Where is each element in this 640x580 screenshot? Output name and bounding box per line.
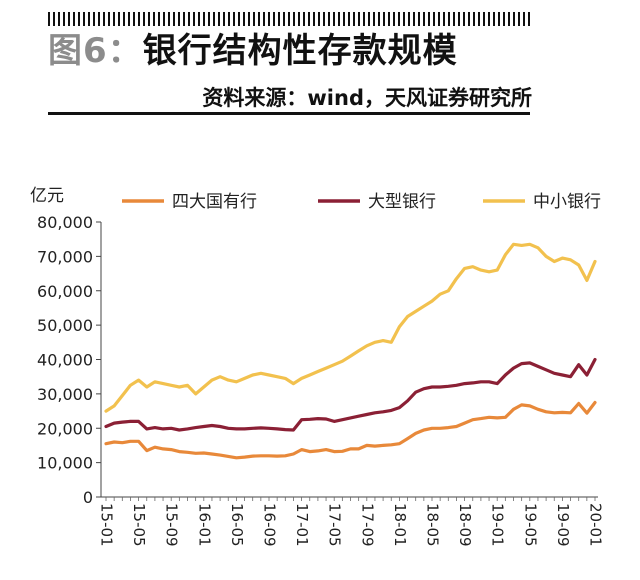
x-tick-label: 18-05	[424, 503, 442, 547]
figure-label: 图6：	[48, 31, 143, 71]
x-tick-label: 17-01	[293, 503, 311, 547]
x-tick-label: 15-09	[163, 503, 181, 547]
x-tick-label: 16-09	[261, 503, 279, 547]
y-axis-unit-label: 亿元	[30, 186, 64, 206]
y-tick-label: 10,000	[37, 454, 93, 473]
x-tick-label: 15-01	[98, 503, 116, 547]
x-tick-label: 17-05	[326, 503, 344, 547]
series-line	[104, 242, 597, 413]
x-tick-label: 18-01	[391, 503, 409, 547]
figure-title: 图6：银行结构性存款规模	[48, 28, 458, 74]
y-tick-label: 60,000	[37, 282, 93, 301]
y-tick-label: 0	[83, 488, 93, 507]
legend-label: 四大国有行	[172, 192, 257, 212]
x-tick-label: 18-09	[456, 503, 474, 547]
x-tick-label: 16-05	[228, 503, 246, 547]
x-tick-label: 19-01	[489, 503, 507, 547]
title-rule	[48, 112, 530, 115]
y-tick-label: 50,000	[37, 316, 93, 335]
y-tick-label: 20,000	[37, 419, 93, 438]
x-tick-label: 19-05	[521, 503, 539, 547]
figure-source: 资料来源：wind，天风证券研究所	[202, 86, 532, 110]
title-hatch-bar	[48, 12, 530, 26]
series-line	[104, 357, 597, 432]
x-tick-label: 20-01	[587, 503, 605, 547]
legend-label: 中小银行	[533, 192, 601, 212]
x-tick-label: 17-09	[358, 503, 376, 547]
y-tick-label: 70,000	[37, 247, 93, 266]
y-tick-label: 40,000	[37, 351, 93, 370]
y-tick-label: 30,000	[37, 385, 93, 404]
x-tick-label: 16-01	[195, 503, 213, 547]
x-tick-label: 15-05	[130, 503, 148, 547]
figure-title-text: 银行结构性存款规模	[142, 31, 458, 71]
y-tick-label: 80,000	[37, 213, 93, 232]
series-line	[104, 400, 597, 460]
legend-label: 大型银行	[368, 192, 436, 212]
x-tick-label: 19-09	[554, 503, 572, 547]
